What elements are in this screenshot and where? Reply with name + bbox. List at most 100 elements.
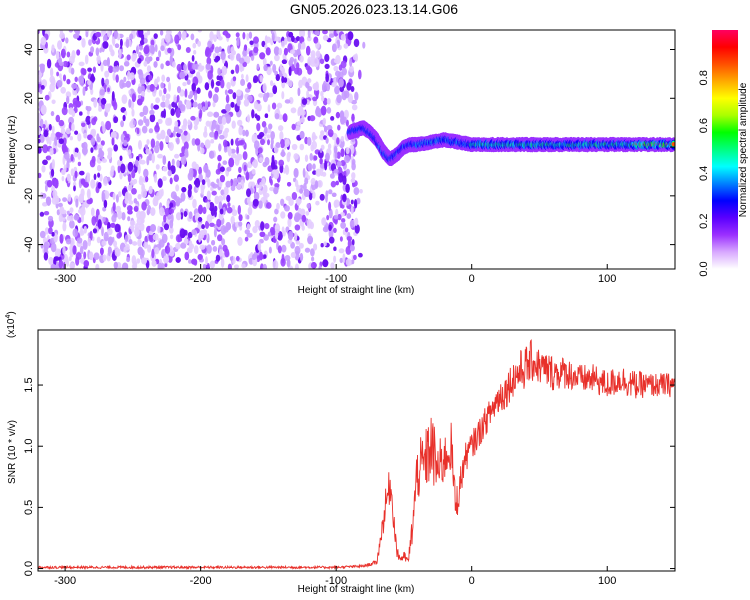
noise-blob	[83, 132, 88, 139]
noise-blob	[207, 70, 213, 80]
noise-blob	[86, 173, 91, 183]
noise-blob	[97, 164, 102, 172]
noise-blob	[237, 176, 242, 183]
noise-blob	[119, 65, 124, 72]
noise-blob	[191, 229, 197, 236]
noise-blob	[197, 30, 202, 33]
noise-blob	[231, 50, 236, 56]
noise-blob	[204, 220, 210, 229]
noise-blob	[286, 36, 293, 42]
noise-blob	[211, 190, 217, 196]
noise-blob	[352, 54, 357, 61]
noise-blob	[243, 99, 250, 107]
noise-blob	[338, 78, 344, 88]
noise-blob	[261, 40, 266, 48]
noise-blob	[165, 135, 170, 143]
noise-blob	[102, 41, 109, 49]
noise-blob	[121, 94, 128, 104]
noise-blob	[40, 104, 47, 115]
noise-blob	[256, 103, 262, 112]
noise-blob	[254, 220, 260, 228]
noise-blob	[304, 154, 309, 162]
noise-blob	[294, 125, 301, 131]
noise-blob	[169, 208, 174, 214]
noise-blob	[325, 83, 331, 92]
noise-blob	[134, 227, 140, 237]
noise-blob	[125, 243, 130, 251]
noise-blob	[227, 263, 232, 269]
noise-blob	[217, 36, 223, 41]
noise-blob	[129, 33, 134, 40]
noise-blob	[101, 240, 107, 246]
noise-blob	[91, 207, 95, 217]
noise-blob	[148, 128, 154, 134]
noise-blob	[253, 36, 259, 44]
noise-blob	[161, 94, 166, 102]
noise-blob	[238, 214, 243, 222]
noise-blob	[185, 47, 191, 53]
noise-blob	[272, 85, 278, 95]
noise-blob	[259, 251, 263, 261]
noise-blob	[206, 244, 212, 254]
noise-blob	[237, 140, 244, 146]
noise-blob	[45, 184, 48, 192]
noise-blob	[197, 254, 203, 261]
noise-blob	[268, 246, 272, 254]
noise-blob	[333, 255, 337, 263]
noise-blob	[219, 123, 224, 131]
noise-blob	[165, 60, 171, 67]
noise-blob	[154, 78, 158, 88]
noise-blob	[310, 144, 315, 152]
noise-blob	[191, 138, 195, 146]
noise-blob	[248, 31, 253, 39]
noise-blob	[102, 59, 109, 66]
noise-blob	[46, 58, 52, 69]
noise-blob	[350, 86, 355, 92]
noise-blob	[97, 219, 102, 229]
noise-blob	[137, 119, 144, 126]
noise-blob	[345, 258, 352, 267]
noise-blob	[264, 156, 270, 166]
noise-blob	[252, 159, 258, 169]
noise-blob	[272, 260, 279, 269]
noise-blob	[124, 61, 130, 67]
noise-blob	[262, 82, 267, 93]
noise-blob	[156, 191, 161, 201]
noise-blob	[166, 76, 171, 83]
noise-blob	[324, 160, 328, 171]
noise-blob	[92, 66, 96, 73]
noise-blob	[136, 258, 141, 264]
noise-blob	[330, 163, 336, 172]
noise-blob	[193, 50, 197, 55]
noise-blob	[118, 191, 122, 198]
noise-blob	[117, 164, 121, 174]
noise-blob	[312, 96, 318, 102]
noise-blob	[157, 118, 163, 124]
noise-blob	[164, 33, 171, 43]
noise-blob	[102, 254, 107, 262]
noise-blob	[167, 169, 172, 177]
noise-blob	[169, 219, 174, 229]
noise-blob	[154, 247, 160, 255]
noise-blob	[149, 84, 155, 92]
noise-blob	[242, 151, 248, 161]
noise-blob	[228, 157, 235, 168]
noise-blob	[174, 153, 180, 159]
noise-blob	[236, 145, 240, 155]
noise-blob	[205, 120, 211, 127]
noise-blob	[87, 237, 92, 247]
noise-blob	[129, 220, 136, 227]
noise-blob	[313, 155, 318, 161]
noise-blob	[273, 216, 278, 223]
noise-blob	[250, 181, 256, 188]
noise-blob	[294, 214, 300, 223]
noise-blob	[70, 67, 75, 75]
noise-blob	[171, 158, 175, 166]
noise-blob	[124, 198, 129, 205]
noise-blob	[158, 89, 163, 97]
noise-blob	[232, 76, 237, 82]
noise-blob	[175, 108, 181, 118]
noise-blob	[127, 184, 133, 191]
noise-blob	[74, 170, 78, 179]
noise-blob	[110, 222, 116, 228]
